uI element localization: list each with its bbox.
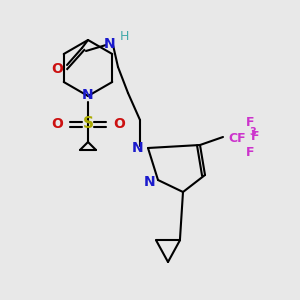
Text: F: F — [246, 116, 254, 128]
Text: N: N — [132, 141, 144, 155]
Text: O: O — [51, 117, 63, 131]
Text: F: F — [246, 146, 254, 158]
Text: S: S — [82, 116, 94, 131]
Text: F: F — [251, 130, 259, 143]
Text: H: H — [119, 31, 129, 44]
Text: CF: CF — [228, 133, 246, 146]
Text: 3: 3 — [250, 127, 256, 137]
Text: N: N — [104, 37, 116, 51]
Text: N: N — [144, 175, 156, 189]
Text: O: O — [113, 117, 125, 131]
Text: N: N — [82, 88, 94, 102]
Text: O: O — [51, 62, 63, 76]
